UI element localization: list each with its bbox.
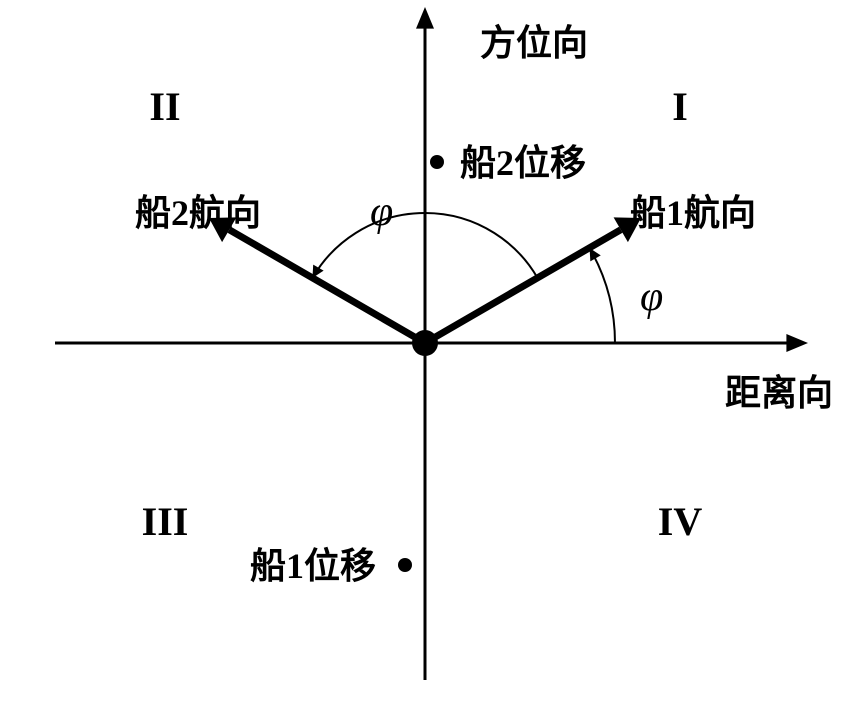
ship1-displacement-label: 船1位移 bbox=[250, 546, 376, 586]
displacement-points: 船2位移 船1位移 bbox=[250, 143, 586, 586]
ship2-heading-label: 船2航向 bbox=[135, 192, 261, 233]
quadrant-3-label: III bbox=[142, 499, 189, 544]
ship2-displacement-label: 船2位移 bbox=[460, 143, 586, 183]
ship1-heading-vector bbox=[425, 230, 621, 343]
phi-arc-right bbox=[590, 248, 615, 343]
quadrant-1-label: I bbox=[672, 84, 688, 129]
origin-dot bbox=[412, 330, 438, 356]
coordinate-diagram: 距离向 方位向 φ φ 船1航向 船2航向 船2位移 船1位移 I II III… bbox=[0, 0, 850, 707]
ship2-heading-vector bbox=[229, 230, 425, 343]
y-axis-arrowhead bbox=[416, 7, 434, 29]
phi-label-left: φ bbox=[370, 189, 393, 235]
y-axis-label: 方位向 bbox=[480, 23, 588, 63]
quadrant-4-label: IV bbox=[658, 499, 703, 544]
angle-arcs: φ φ bbox=[312, 189, 663, 343]
phi-label-right: φ bbox=[640, 274, 663, 320]
ship1-displacement-point bbox=[398, 558, 412, 572]
x-axis-label: 距离向 bbox=[725, 373, 833, 413]
quadrant-2-label: II bbox=[149, 84, 180, 129]
ship1-heading-label: 船1航向 bbox=[630, 192, 756, 233]
ship2-displacement-point bbox=[430, 155, 444, 169]
x-axis-arrowhead bbox=[786, 334, 808, 352]
quadrant-labels: I II III IV bbox=[142, 84, 703, 544]
